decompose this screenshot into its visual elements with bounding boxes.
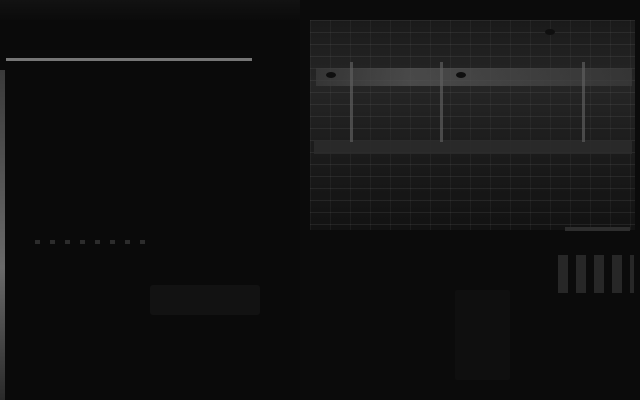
lower-right-bar (565, 227, 630, 231)
lower-right-widget[interactable] (558, 255, 634, 293)
left-header-line (6, 58, 252, 61)
lower-block-secondary (455, 290, 510, 380)
grid-vertical-line (582, 62, 585, 142)
content-grid[interactable] (310, 20, 635, 230)
grid-marker-icon (326, 72, 336, 78)
left-pane (0, 20, 301, 400)
grid-band (314, 140, 632, 154)
grid-marker-icon (456, 72, 466, 78)
grid-vertical-line (350, 62, 353, 142)
lower-block (150, 285, 260, 315)
grid-vertical-line (440, 62, 443, 142)
left-dots-row (35, 240, 155, 244)
left-edge-bar (0, 70, 5, 400)
grid-marker-icon (545, 29, 555, 35)
highlighted-grid-row[interactable] (316, 68, 632, 86)
